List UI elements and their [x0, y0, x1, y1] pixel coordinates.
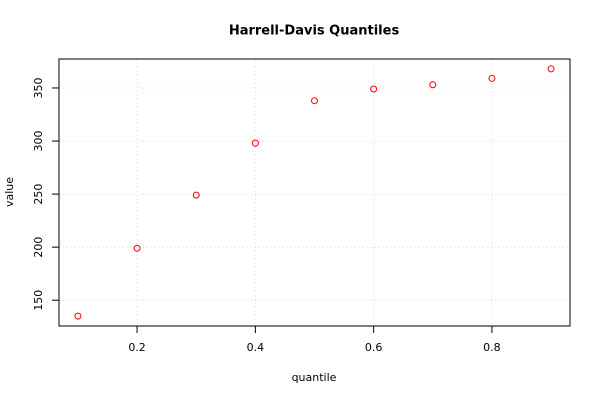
y-axis-label: value — [3, 177, 16, 207]
x-tick-label: 0.4 — [247, 341, 265, 354]
point — [192, 191, 200, 199]
y-tick-label: 350 — [32, 77, 45, 98]
point — [429, 81, 437, 89]
point — [488, 74, 496, 82]
y-tick-label: 150 — [32, 290, 45, 311]
point — [251, 139, 259, 147]
y-tick-label: 300 — [32, 131, 45, 152]
point — [547, 65, 555, 73]
y-tick-label: 250 — [32, 184, 45, 205]
point — [133, 244, 141, 252]
point — [74, 312, 82, 320]
point — [311, 97, 318, 105]
x-tick-label: 0.2 — [128, 341, 146, 354]
x-tick-label: 0.8 — [483, 341, 501, 354]
x-tick-label: 0.6 — [365, 341, 383, 354]
y-tick-label: 200 — [32, 237, 45, 258]
chart-title: Harrell-Davis Quantiles — [229, 24, 400, 39]
x-axis-label: quantile — [292, 371, 337, 384]
plot-frame — [58, 58, 571, 327]
point — [370, 85, 378, 93]
